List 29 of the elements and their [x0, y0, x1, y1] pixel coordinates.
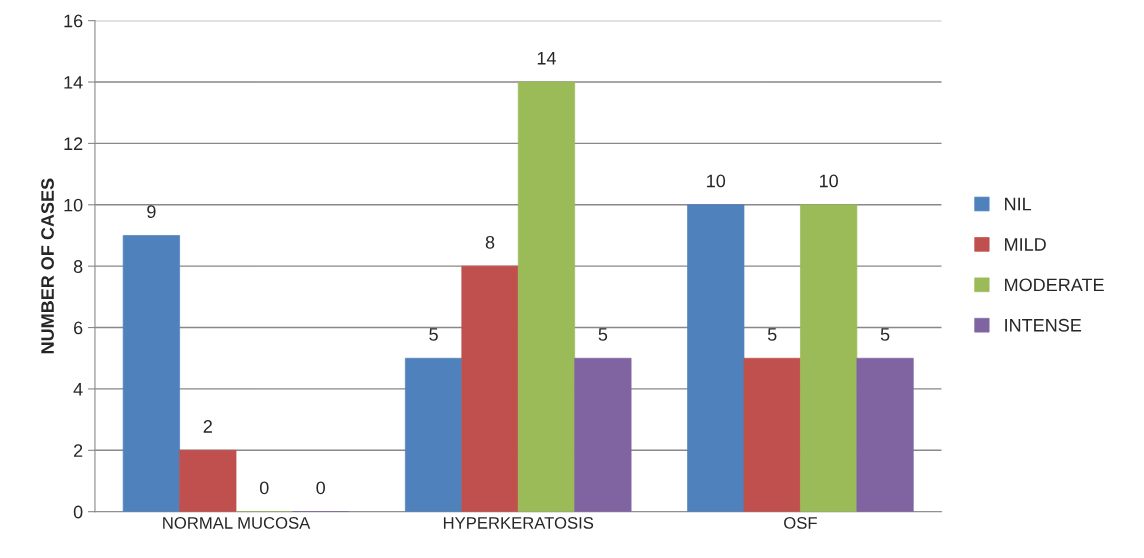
x-tick-label: OSF [784, 516, 817, 529]
y-tick-label: 0 [73, 505, 83, 519]
data-label: 9 [147, 205, 156, 219]
y-tick-label: 14 [64, 76, 83, 89]
y-tick-label: 8 [73, 260, 83, 273]
y-tick-label: 6 [74, 321, 83, 335]
legend-label: MILD [1005, 238, 1046, 251]
data-label: 14 [537, 51, 556, 65]
y-axis-title: NUMBER OF CASES [41, 178, 54, 354]
data-label: 8 [485, 235, 495, 249]
data-label: 5 [880, 328, 890, 341]
data-label: 5 [598, 328, 608, 341]
y-tick-label: 4 [73, 383, 83, 396]
y-tick-label: 10 [64, 198, 83, 212]
x-tick-label: HYPERKERATOSIS [443, 516, 594, 529]
y-tick-label: 16 [64, 14, 83, 28]
data-label: 5 [767, 328, 777, 341]
y-tick-label: 12 [64, 137, 83, 150]
data-label: 0 [316, 481, 326, 495]
data-label: 10 [707, 174, 726, 188]
legend-label: MODERATE [1005, 278, 1104, 292]
data-label: 5 [429, 328, 438, 341]
y-tick-label: 2 [74, 444, 83, 457]
legend-label: NIL [1005, 197, 1032, 211]
x-tick-label: NORMAL MUCOSA [163, 516, 311, 529]
data-label: 0 [259, 481, 269, 495]
legend-label: INTENSE [1005, 318, 1082, 332]
data-label: 2 [203, 420, 212, 433]
data-label: 10 [819, 174, 838, 188]
